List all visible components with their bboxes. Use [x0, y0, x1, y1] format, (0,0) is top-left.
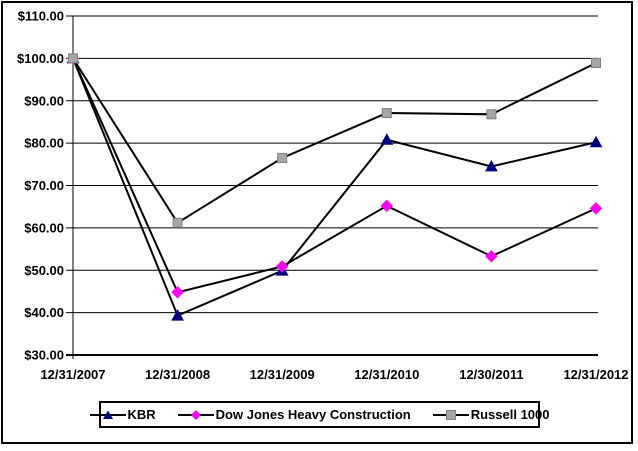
series-marker-russell-1000 [486, 109, 497, 120]
diamond-marker-icon [177, 409, 214, 420]
series-marker-russell-1000 [277, 152, 288, 163]
y-tick-label: $30.00 [24, 348, 64, 363]
series-marker-kbr [380, 133, 394, 145]
y-tick-label: $80.00 [24, 136, 64, 151]
y-tick-label: $50.00 [24, 263, 64, 278]
series-marker-dow-jones-heavy-construction [275, 260, 289, 273]
series-marker-dow-jones-heavy-construction [171, 286, 184, 299]
y-tick-label: $100.00 [17, 51, 64, 66]
x-tick-label: 12/30/2011 [459, 367, 523, 382]
series-marker-russell-1000 [381, 108, 392, 119]
x-tick-label: 12/31/2007 [40, 367, 105, 382]
square-marker-icon [432, 409, 469, 420]
legend-item-russell-1000: Russell 1000 [432, 407, 550, 422]
series-marker-kbr [171, 309, 184, 321]
x-tick-label: 12/31/2010 [354, 367, 419, 382]
series-marker-kbr [485, 159, 498, 172]
y-tick-label: $90.00 [24, 93, 64, 108]
series-line-dow-jones-heavy-construction [72, 57, 597, 294]
series-marker-dow-jones-heavy-construction [485, 250, 498, 263]
legend-label-dow-jones-heavy-construction: Dow Jones Heavy Construction [215, 407, 411, 422]
legend-item-kbr: KBR [89, 407, 156, 422]
series-line-kbr [72, 57, 597, 317]
x-tick-label: 12/31/2012 [563, 367, 628, 382]
x-tick-label: 12/31/2009 [250, 367, 315, 382]
series-marker-russell-1000 [68, 53, 78, 64]
series-marker-russell-1000 [172, 217, 183, 228]
y-tick-label: $70.00 [24, 178, 64, 193]
y-tick-label: $40.00 [24, 305, 64, 320]
series-marker-dow-jones-heavy-construction [589, 202, 603, 215]
legend-item-dow-jones-heavy-construction: Dow Jones Heavy Construction [177, 407, 411, 422]
chart-legend: KBR Dow Jones Heavy Construction Russell 1… [89, 401, 550, 428]
y-tick-label: $110.00 [18, 9, 64, 24]
series-marker-dow-jones-heavy-construction [380, 199, 394, 213]
series-marker-kbr [589, 135, 603, 148]
y-tick-label: $60.00 [24, 220, 64, 235]
triangle-marker-icon [89, 410, 126, 419]
series-marker-russell-1000 [591, 58, 601, 69]
x-tick-label: 12/31/2008 [145, 367, 210, 382]
legend-label-russell-1000: Russell 1000 [470, 407, 550, 422]
series-line-russell-1000 [72, 57, 597, 225]
legend-label-kbr: KBR [127, 407, 156, 422]
